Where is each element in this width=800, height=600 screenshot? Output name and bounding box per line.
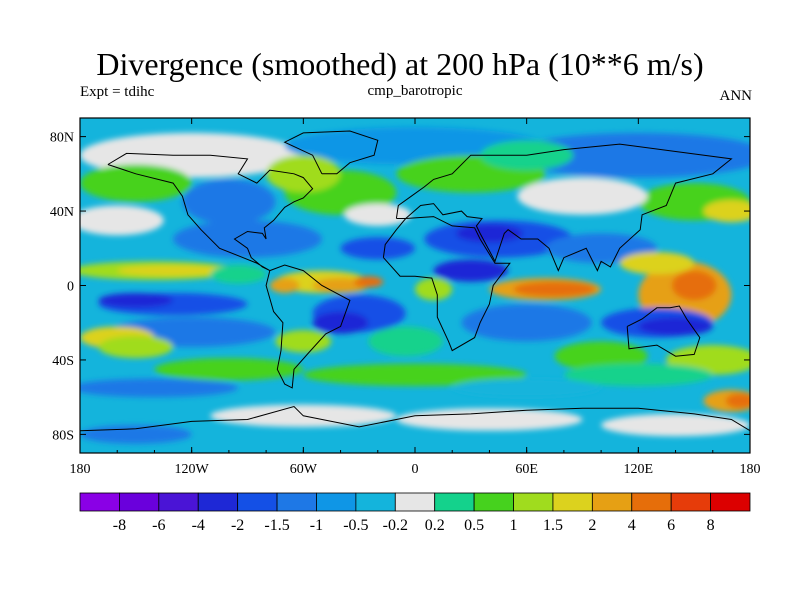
- field-region: [154, 358, 304, 381]
- x-tick-label: 120W: [175, 462, 210, 477]
- x-tick-label: 180: [740, 462, 761, 477]
- field-region: [601, 413, 750, 437]
- colorbar-label: -0.2: [383, 517, 408, 534]
- y-tick-label: 0: [67, 280, 74, 295]
- field-region: [725, 393, 750, 409]
- field-region: [353, 276, 384, 288]
- north-america-coast: [107, 152, 314, 272]
- eurasia-coast: [395, 143, 733, 272]
- colorbar-label: 0.2: [425, 517, 445, 534]
- colorbar-swatch: [276, 492, 317, 512]
- colorbar-swatch: [355, 492, 396, 512]
- colorbar-swatch: [197, 492, 239, 512]
- y-tick-label: 40N: [50, 205, 74, 220]
- field-region: [508, 132, 750, 178]
- south-america-coast: [265, 264, 351, 389]
- field-region: [210, 265, 267, 284]
- colorbar-label: -0.5: [343, 517, 368, 534]
- colorbar-label: -6: [152, 517, 165, 534]
- y-tick-label: 80N: [50, 131, 74, 146]
- colorbar-label: 8: [707, 517, 715, 534]
- colorbar-label: -8: [113, 517, 126, 534]
- greenland-coast: [283, 130, 379, 175]
- y-tick-label: 80S: [52, 428, 74, 443]
- colorbar-label: 1.5: [543, 517, 563, 534]
- field-region: [554, 341, 648, 372]
- field-region: [455, 224, 523, 243]
- y-axis: 80N 40N 0 40S 80S: [50, 131, 750, 443]
- x-tick-label: 120E: [624, 462, 654, 477]
- colorbar-swatch: [237, 492, 278, 512]
- colorbar-label: 2: [588, 517, 596, 534]
- colorbar-label: -4: [192, 517, 205, 534]
- field-region: [173, 220, 322, 258]
- field-region: [182, 179, 276, 225]
- field-region: [563, 363, 713, 387]
- x-tick-label: 60W: [290, 462, 318, 477]
- field-region: [340, 237, 415, 260]
- field-region: [619, 251, 695, 275]
- colorbar-swatch: [79, 492, 120, 512]
- field-region: [415, 278, 453, 301]
- field-region: [452, 378, 602, 398]
- field-region: [703, 199, 750, 223]
- colorbar-swatch: [513, 492, 554, 512]
- field-region: [117, 265, 229, 277]
- field-region: [513, 281, 596, 297]
- x-tick-label: 180: [70, 462, 91, 477]
- field-region: [266, 155, 341, 193]
- colorbar-label: 6: [667, 517, 675, 534]
- field-region: [80, 378, 239, 398]
- field-region: [368, 326, 443, 357]
- y-tick-label: 40S: [52, 354, 74, 369]
- colorbar-swatch: [316, 492, 357, 512]
- field-region: [303, 363, 527, 387]
- field-region: [461, 304, 592, 342]
- colorbar-swatch: [434, 492, 475, 512]
- field-region: [671, 270, 717, 301]
- field-region: [433, 259, 509, 282]
- colorbar-swatch: [670, 492, 711, 512]
- x-axis: 180 120W 60W 0 60E 120E 180: [70, 118, 761, 477]
- field-region: [638, 317, 713, 336]
- field-region: [517, 177, 648, 215]
- field-region: [98, 292, 174, 308]
- colorbar-swatch: [710, 492, 751, 512]
- colorbar-swatch: [591, 492, 633, 512]
- case-label: cmp_barotropic: [367, 83, 463, 99]
- field-region: [312, 311, 369, 334]
- colorbar-label: 0.5: [464, 517, 484, 534]
- field-region: [269, 278, 300, 293]
- colorbar-swatch: [552, 492, 593, 512]
- colorbar-label: -2: [231, 517, 244, 534]
- divergence-map: [80, 118, 750, 453]
- colorbar-label: 1: [510, 517, 518, 534]
- field-region: [80, 425, 192, 444]
- antarctica-coast: [80, 405, 750, 432]
- colorbar-swatch: [473, 492, 514, 512]
- colorbar-label: -1.5: [264, 517, 289, 534]
- colorbar-swatch: [119, 492, 160, 512]
- x-tick-label: 0: [412, 462, 419, 477]
- field-region: [275, 330, 332, 353]
- field-region: [80, 164, 192, 202]
- colorbar-swatch: [631, 492, 672, 512]
- colorbar-label: 4: [628, 517, 636, 534]
- field-region: [98, 335, 174, 359]
- field-region: [396, 408, 583, 431]
- field-region: [80, 205, 164, 236]
- x-tick-label: 60E: [515, 462, 538, 477]
- field-region: [344, 203, 412, 226]
- colorbar-swatch: [158, 492, 199, 512]
- colorbar-swatch: [394, 492, 436, 512]
- season-label: ANN: [719, 88, 753, 104]
- field-region: [545, 233, 657, 264]
- australia-coast: [626, 305, 701, 357]
- experiment-label: Expt = tdihc: [80, 84, 155, 100]
- africa-coast: [382, 216, 511, 352]
- colorbar: -8 -6 -4 -2 -1.5 -1 -0.5 -0.2 0.2 0.5 1 1.5 2 4 6 8: [79, 492, 751, 534]
- colorbar-label: -1: [310, 517, 323, 534]
- chart-title: Divergence (smoothed) at 200 hPa (10**6 …: [96, 46, 704, 82]
